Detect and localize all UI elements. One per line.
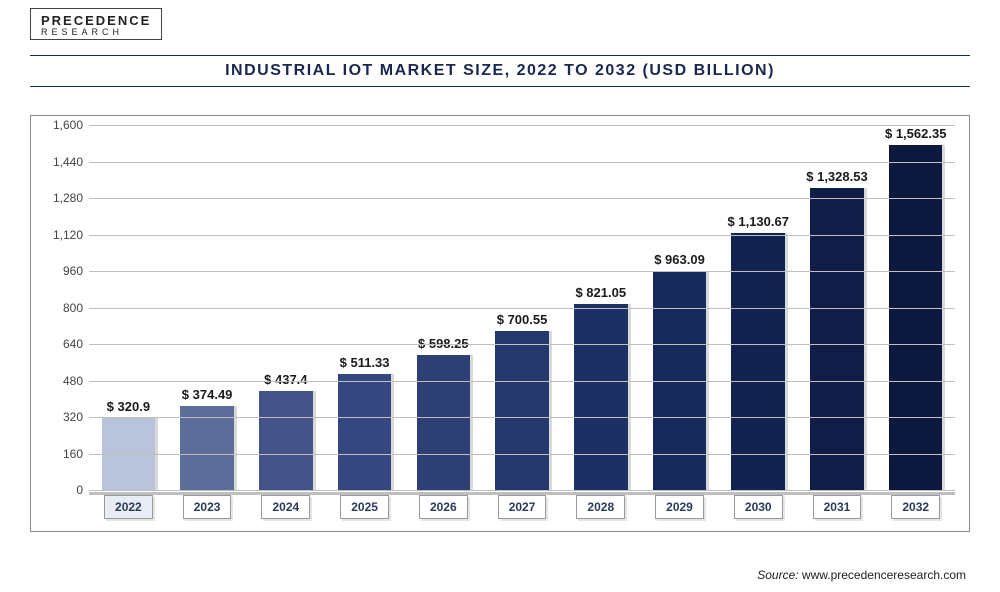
grid-line: 1,280 bbox=[89, 198, 955, 199]
y-tick-label: 1,280 bbox=[53, 191, 89, 205]
bar-value-label: $ 963.09 bbox=[654, 252, 705, 267]
chart-frame: PRECEDENCE RESEARCH INDUSTRIAL IOT MARKE… bbox=[0, 0, 1000, 592]
bar-rect bbox=[574, 304, 628, 491]
y-tick-label: 160 bbox=[63, 447, 89, 461]
grid-line: 480 bbox=[89, 381, 955, 382]
bar-value-label: $ 374.49 bbox=[182, 387, 233, 402]
x-tick-label: 2028 bbox=[576, 495, 625, 519]
y-tick-label: 800 bbox=[63, 301, 89, 315]
bar-value-label: $ 320.9 bbox=[107, 399, 150, 414]
x-tick-label: 2022 bbox=[104, 495, 153, 519]
bar-rect bbox=[810, 188, 864, 491]
x-tick: 2031 bbox=[798, 495, 877, 525]
y-tick-label: 480 bbox=[63, 374, 89, 388]
bar-column: $ 320.9 bbox=[89, 126, 168, 491]
x-tick-label: 2030 bbox=[734, 495, 783, 519]
bar-value-label: $ 700.55 bbox=[497, 312, 548, 327]
brand-logo: PRECEDENCE RESEARCH bbox=[30, 8, 162, 40]
x-tick-label: 2023 bbox=[183, 495, 232, 519]
source-text: www.precedenceresearch.com bbox=[802, 568, 966, 582]
grid-line: 320 bbox=[89, 417, 955, 418]
bar-column: $ 1,562.35 bbox=[876, 126, 955, 491]
bar-column: $ 511.33 bbox=[325, 126, 404, 491]
logo-line1: PRECEDENCE bbox=[41, 13, 151, 28]
bar-value-label: $ 1,328.53 bbox=[806, 169, 867, 184]
logo-line2: RESEARCH bbox=[41, 27, 151, 37]
x-tick-label: 2029 bbox=[655, 495, 704, 519]
x-tick: 2028 bbox=[561, 495, 640, 525]
plot-region: $ 320.9 $ 374.49 $ 437.4 $ 511.33 $ 598.25 $ … bbox=[89, 126, 955, 491]
x-tick-label: 2025 bbox=[340, 495, 389, 519]
x-tick: 2025 bbox=[325, 495, 404, 525]
bar-value-label: $ 511.33 bbox=[340, 355, 390, 370]
bar-column: $ 963.09 bbox=[640, 126, 719, 491]
grid-line: 160 bbox=[89, 454, 955, 455]
grid-line: 1,600 bbox=[89, 125, 955, 126]
grid-line: 0 bbox=[89, 490, 955, 491]
bar-value-label: $ 1,130.67 bbox=[728, 214, 789, 229]
bar-rect bbox=[259, 391, 313, 491]
x-tick: 2023 bbox=[168, 495, 247, 525]
y-tick-label: 320 bbox=[63, 410, 89, 424]
y-tick-label: 1,120 bbox=[53, 228, 89, 242]
x-tick-label: 2024 bbox=[261, 495, 310, 519]
grid-line: 640 bbox=[89, 344, 955, 345]
grid-line: 1,120 bbox=[89, 235, 955, 236]
bar-value-label: $ 821.05 bbox=[575, 285, 626, 300]
bar-column: $ 821.05 bbox=[561, 126, 640, 491]
bar-rect bbox=[889, 145, 943, 491]
bar-rect bbox=[417, 355, 471, 491]
bar-column: $ 598.25 bbox=[404, 126, 483, 491]
bar-column: $ 1,130.67 bbox=[719, 126, 798, 491]
bar-rect bbox=[495, 331, 549, 491]
x-tick: 2032 bbox=[876, 495, 955, 525]
x-tick: 2029 bbox=[640, 495, 719, 525]
x-axis: 2022 2023 2024 2025 2026 2027 2028 2029 2030 2031… bbox=[89, 495, 955, 525]
source-label: Source: bbox=[757, 568, 798, 582]
y-tick-label: 1,440 bbox=[53, 155, 89, 169]
source-attribution: Source: www.precedenceresearch.com bbox=[757, 568, 966, 582]
bar-rect bbox=[180, 406, 234, 491]
bar-column: $ 374.49 bbox=[168, 126, 247, 491]
y-tick-label: 0 bbox=[76, 483, 89, 497]
x-tick-label: 2027 bbox=[498, 495, 547, 519]
x-tick-label: 2026 bbox=[419, 495, 468, 519]
y-tick-label: 1,600 bbox=[53, 118, 89, 132]
x-tick-label: 2032 bbox=[891, 495, 940, 519]
bar-column: $ 1,328.53 bbox=[798, 126, 877, 491]
bar-value-label: $ 1,562.35 bbox=[885, 126, 946, 141]
y-tick-label: 640 bbox=[63, 337, 89, 351]
bar-column: $ 437.4 bbox=[246, 126, 325, 491]
bars-container: $ 320.9 $ 374.49 $ 437.4 $ 511.33 $ 598.25 $ … bbox=[89, 126, 955, 491]
chart-area: $ 320.9 $ 374.49 $ 437.4 $ 511.33 $ 598.25 $ … bbox=[30, 115, 970, 532]
grid-line: 800 bbox=[89, 308, 955, 309]
y-tick-label: 960 bbox=[63, 264, 89, 278]
bar-rect bbox=[338, 374, 392, 491]
x-tick: 2030 bbox=[719, 495, 798, 525]
grid-line: 1,440 bbox=[89, 162, 955, 163]
bar-column: $ 700.55 bbox=[483, 126, 562, 491]
x-tick-label: 2031 bbox=[813, 495, 862, 519]
x-tick: 2024 bbox=[246, 495, 325, 525]
x-tick: 2026 bbox=[404, 495, 483, 525]
chart-title: INDUSTRIAL IOT MARKET SIZE, 2022 TO 2032… bbox=[30, 55, 970, 87]
grid-line: 960 bbox=[89, 271, 955, 272]
x-tick: 2022 bbox=[89, 495, 168, 525]
x-tick: 2027 bbox=[483, 495, 562, 525]
